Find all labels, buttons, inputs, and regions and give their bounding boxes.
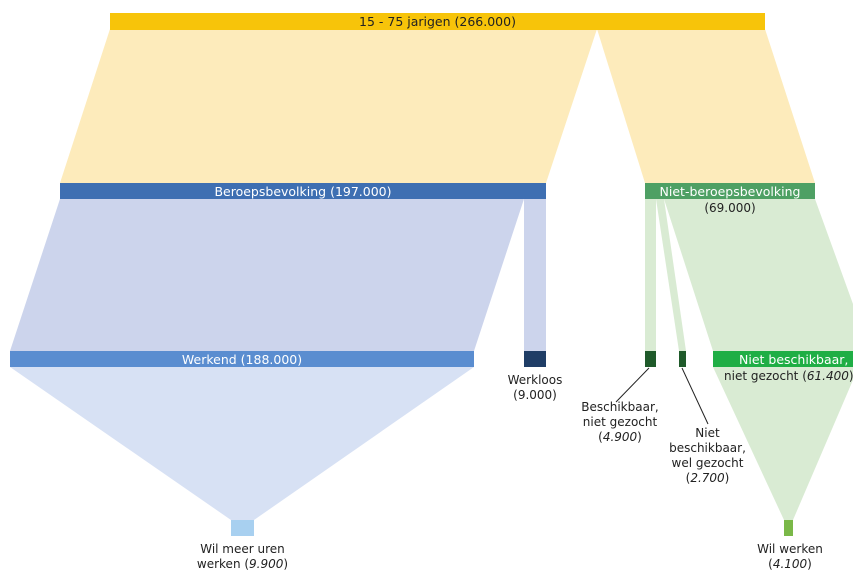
- want-work-label: Wil werken (4.100): [745, 542, 835, 571]
- node-want-work-bar: [784, 520, 793, 536]
- node-not-avail-not-searched-bar: [713, 351, 853, 367]
- want-more-line2: werken (9.900): [196, 557, 289, 571]
- avail-line1: Beschikbaar,: [581, 400, 659, 414]
- total-label: 15 - 75 jarigen (266.000): [359, 14, 516, 29]
- node-labour-bar: [60, 183, 546, 199]
- not-avail-value: 61.400: [806, 369, 849, 383]
- non-labour-label: Niet-beroepsbevolking: [659, 184, 801, 199]
- want-work-line1: Wil werken: [757, 542, 823, 556]
- flow-non-labour-to-avail: [645, 199, 656, 351]
- not-avail-line2-text: niet gezocht: [724, 369, 799, 383]
- node-employed-bar: [10, 351, 474, 367]
- not-avail-not-searched-line2: niet gezocht (61.400): [724, 369, 853, 383]
- flow-non-labour-to-searched: [656, 199, 686, 351]
- unemployed-label: Werkloos (9.000): [495, 373, 575, 403]
- node-non-labour-bar: [645, 183, 815, 199]
- not-avail-searched-label: Niet beschikbaar, wel gezocht (2.700): [660, 426, 755, 486]
- avail-not-searched-label: Beschikbaar, niet gezocht (4.900): [570, 400, 670, 445]
- node-avail-not-searched-bar: [645, 351, 656, 367]
- flow-total-to-non-labour: [597, 29, 815, 183]
- non-labour-value: (69.000): [704, 201, 756, 215]
- searched-value: (2.700): [685, 471, 730, 485]
- flow-non-labour-to-not-avail: [664, 199, 853, 351]
- searched-line2: beschikbaar,: [669, 441, 746, 455]
- node-total-bar: [110, 13, 765, 30]
- callout-line-avail: [615, 367, 650, 403]
- flow-employed-to-want-more: [10, 367, 474, 520]
- node-unemployed-bar: [524, 351, 546, 367]
- unemployed-value: (9.000): [513, 388, 557, 402]
- avail-line2: niet gezocht: [582, 415, 658, 429]
- flow-not-avail-to-want-work: [713, 367, 853, 520]
- avail-value: (4.900): [598, 430, 642, 444]
- not-avail-not-searched-line1: Niet beschikbaar,: [739, 352, 849, 367]
- want-more-line1: Wil meer uren: [200, 542, 285, 556]
- flow-total-to-labour: [60, 29, 597, 183]
- node-want-more-bar: [231, 520, 254, 536]
- want-more-hours-label: Wil meer uren werken (9.900): [180, 542, 305, 571]
- flow-labour-to-employed: [10, 199, 524, 351]
- want-work-value: (4.100): [768, 557, 812, 571]
- node-not-avail-searched-bar: [679, 351, 686, 367]
- flow-labour-to-unemployed: [524, 199, 546, 351]
- labour-label: Beroepsbevolking (197.000): [214, 184, 392, 199]
- unemployed-name: Werkloos: [507, 373, 563, 387]
- employed-label: Werkend (188.000): [181, 352, 303, 367]
- searched-line3: wel gezocht: [671, 456, 744, 470]
- callout-line-searched: [681, 367, 709, 425]
- searched-line1: Niet: [695, 426, 720, 440]
